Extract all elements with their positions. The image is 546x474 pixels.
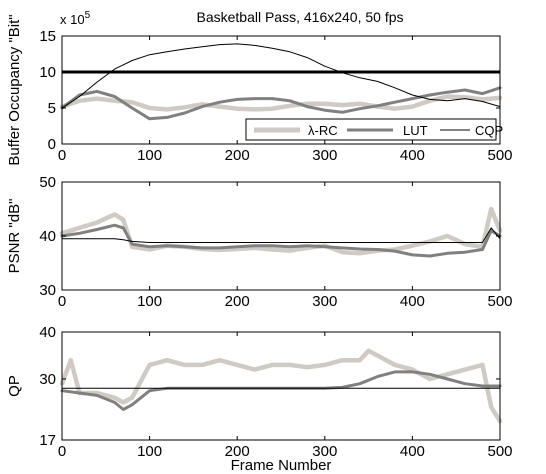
y-scale-factor: x 105	[60, 10, 91, 27]
series-line-cqp-buffer	[61, 43, 501, 109]
x-tick-label: 0	[58, 147, 66, 164]
y-tick-label: 17	[39, 432, 56, 449]
y-axis-label-qp: QP	[6, 375, 23, 397]
y-tick-label: 30	[39, 371, 56, 388]
series-layer-buffer	[59, 43, 503, 121]
x-tick-label: 500	[487, 147, 512, 164]
series-layer-qp	[59, 348, 503, 424]
legend-label-lut: LUT	[403, 123, 428, 138]
buffer-occupancy-panel: 0 100 200 300 400 500 0 5 10 15 x 105 Buffer Occu…	[6, 10, 513, 166]
x-tick-label: 200	[225, 293, 250, 310]
series-line-rc-buffer	[59, 94, 503, 112]
x-tick-label: 400	[400, 147, 425, 164]
series-line-cqp-psnr	[61, 227, 501, 243]
x-tick-label: 100	[137, 443, 162, 460]
series-line-lut-psnr	[60, 223, 502, 258]
y-tick-label: 5	[48, 100, 56, 117]
plot-frame-qp	[61, 331, 501, 441]
y-axis-label-buffer: Buffer Occupancy "Bit"	[6, 14, 23, 165]
ticks-qp: 0 100 200 300 400 500 17 30 40	[39, 324, 512, 460]
y-tick-label: 15	[39, 28, 56, 45]
y-tick-label: 40	[39, 324, 56, 341]
ticks-psnr: 0 100 200 300 400 500 30 40 50	[39, 174, 512, 310]
psnr-panel: 0 100 200 300 400 500 30 40 50 PSNR "dB"	[6, 174, 513, 310]
series-line-lut-buffer	[60, 86, 502, 121]
series-line-rc-qp	[59, 348, 503, 424]
qp-panel: 0 100 200 300 400 500 17 30 40 QP Frame Number	[6, 324, 513, 474]
series-layer-psnr	[59, 206, 503, 258]
y-tick-label: 0	[48, 136, 56, 153]
y-tick-label: 50	[39, 174, 56, 191]
y-axis-label-psnr: PSNR "dB"	[6, 199, 23, 274]
x-tick-label: 0	[58, 293, 66, 310]
x-tick-label: 400	[400, 443, 425, 460]
legend-label-cqp: CQP	[475, 123, 503, 138]
x-axis-label: Frame Number	[231, 457, 332, 474]
x-tick-label: 300	[312, 293, 337, 310]
x-tick-label: 0	[58, 443, 66, 460]
legend-label-lambda-rc: λ-RC	[308, 123, 338, 138]
x-tick-label: 400	[400, 293, 425, 310]
plot-frame-buffer	[61, 35, 501, 145]
legend: λ-RC LUT CQP	[245, 118, 503, 141]
x-tick-label: 100	[137, 147, 162, 164]
x-tick-label: 200	[225, 443, 250, 460]
y-tick-label: 10	[39, 64, 56, 81]
x-tick-label: 500	[487, 443, 512, 460]
x-tick-label: 300	[312, 147, 337, 164]
chart-title: Basketball Pass, 416x240, 50 fps	[196, 9, 403, 25]
x-tick-label: 500	[487, 293, 512, 310]
x-tick-label: 100	[137, 293, 162, 310]
y-tick-label: 40	[39, 228, 56, 245]
ticks-buffer: 0 100 200 300 400 500 0 5 10 15	[39, 28, 512, 164]
x-tick-label: 200	[225, 147, 250, 164]
y-tick-label: 30	[39, 282, 56, 299]
x-tick-label: 300	[312, 443, 337, 460]
